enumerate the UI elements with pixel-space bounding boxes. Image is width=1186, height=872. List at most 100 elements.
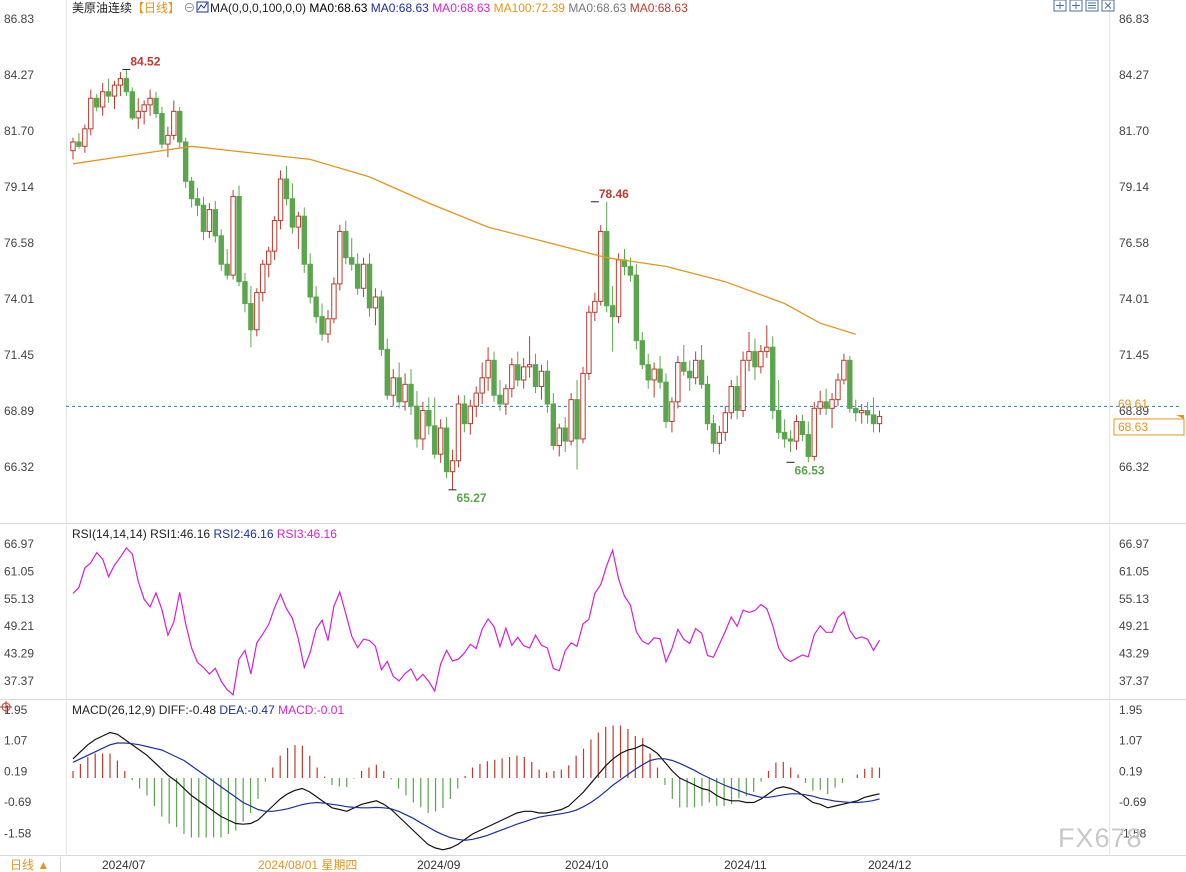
candle-body	[876, 415, 883, 425]
price-tick-left: 86.83	[4, 12, 34, 26]
price-annotations: 84.52 78.46 65.27 66.53	[122, 54, 825, 505]
period-switch-button[interactable]: 日线 ▲	[10, 858, 49, 872]
candle-body	[716, 431, 723, 444]
candle-body	[853, 407, 859, 414]
rsi1-value: RSI1:46.16	[150, 527, 210, 541]
candle-body	[497, 394, 503, 405]
candle-body	[491, 359, 497, 396]
candle-body	[692, 359, 699, 379]
candle-body	[461, 403, 468, 425]
dea-value: DEA:-0.47	[219, 703, 275, 717]
settings-icon[interactable]	[1085, 0, 1099, 12]
candle-body	[177, 110, 183, 143]
candle-body	[88, 97, 94, 130]
candle-body	[627, 265, 634, 276]
price-tick-left: 79.14	[4, 180, 34, 194]
candle-body	[159, 113, 165, 145]
candle-body	[384, 348, 390, 396]
candle-body	[337, 230, 343, 285]
candle-body	[194, 198, 201, 206]
candle-body	[734, 386, 740, 412]
extreme-label: 78.46	[599, 187, 629, 201]
crosshair-icon[interactable]	[0, 701, 12, 713]
candle-body	[105, 91, 112, 97]
candle-body	[538, 370, 545, 388]
ma-value-6: MA0:68.63	[630, 1, 688, 15]
price-tick-right: 86.83	[1119, 12, 1149, 26]
candle-body	[354, 263, 361, 289]
candle-body	[212, 209, 219, 237]
candle-body	[864, 410, 871, 416]
candle-body	[544, 370, 551, 405]
candle-body	[841, 359, 847, 381]
ma100-line	[72, 145, 856, 335]
expand-icon[interactable]	[1053, 0, 1067, 12]
extreme-label: 66.53	[795, 463, 825, 477]
candle-body	[230, 196, 236, 276]
indicator-icon	[196, 1, 209, 13]
candle-body	[343, 230, 349, 259]
candle-body	[467, 405, 474, 425]
macd-tick-right: 0.19	[1119, 764, 1143, 778]
rsi-line	[72, 547, 881, 696]
macd-diff-line	[72, 731, 880, 851]
candle-body	[254, 292, 260, 331]
candle-body	[277, 178, 284, 222]
macd-tick-left: -1.58	[4, 826, 32, 840]
price-tick-right: 81.70	[1119, 124, 1149, 138]
candle-body	[633, 274, 640, 342]
candle-body	[313, 296, 319, 318]
candle-body	[770, 346, 776, 412]
macd-dea-line	[72, 742, 880, 841]
close-icon[interactable]	[1101, 0, 1115, 12]
macd-tick-left: 1.95	[4, 703, 28, 717]
candle-body	[604, 230, 610, 307]
period-label[interactable]: 【日线】	[132, 1, 180, 15]
date-axis: 日线 ▲ 2024/07 2024/08/01 星期四 2024/09 2024…	[10, 857, 912, 872]
rsi-axis: 66.97 66.97 61.05 61.05 55.13 55.13 49.21 49.21…	[4, 537, 1149, 688]
ma-value-3: MA0:68.63	[432, 1, 490, 15]
macd-histogram	[72, 725, 881, 838]
date-label-sep: 2024/09	[417, 858, 461, 872]
candle-body	[301, 215, 307, 265]
price-tick-left: 74.01	[4, 292, 34, 306]
macd-value: MACD:-0.01	[278, 703, 344, 717]
price-tick-left: 76.58	[4, 236, 34, 250]
candle-body	[503, 388, 509, 405]
candle-body	[479, 377, 485, 394]
ma-value-2: MA0:68.63	[371, 1, 429, 15]
candle-body	[835, 379, 841, 401]
candle-body	[520, 366, 527, 381]
candle-body	[550, 403, 557, 446]
candle-body	[615, 259, 622, 318]
candle-body	[562, 427, 568, 442]
rsi2-value: RSI2:46.16	[213, 527, 273, 541]
candle-body	[752, 351, 758, 368]
macd-tick-left: 1.07	[4, 734, 28, 748]
candle-body	[740, 359, 746, 412]
watermark: FX678	[1058, 823, 1143, 853]
macd-header: MACD(26,12,9) DIFF:-0.48 DEA:-0.47 MACD:…	[0, 701, 344, 717]
macd-tick-right: 1.07	[1119, 734, 1143, 748]
rsi-tick-left: 61.05	[4, 564, 34, 578]
ma100-value-label: 69.61	[1118, 397, 1148, 411]
candle-body	[260, 263, 266, 294]
price-tick-right: 71.45	[1119, 348, 1149, 362]
rsi-tick-left: 55.13	[4, 592, 34, 606]
candle-body	[609, 305, 616, 318]
macd-tick-left: 0.19	[4, 764, 28, 778]
candle-body	[775, 410, 782, 433]
candle-body	[206, 209, 213, 232]
candle-body	[728, 386, 734, 414]
symbol-name: 美原油连续	[72, 0, 132, 15]
price-tick-right: 74.01	[1119, 292, 1149, 306]
shrink-icon[interactable]	[1069, 0, 1083, 12]
candle-body	[681, 361, 687, 372]
candle-body	[390, 377, 396, 396]
rsi-tick-right: 55.13	[1119, 592, 1149, 606]
candle-body	[271, 220, 278, 252]
candle-body	[414, 405, 420, 440]
candle-body	[426, 410, 432, 427]
candle-body	[515, 364, 521, 381]
candle-body	[746, 351, 752, 361]
